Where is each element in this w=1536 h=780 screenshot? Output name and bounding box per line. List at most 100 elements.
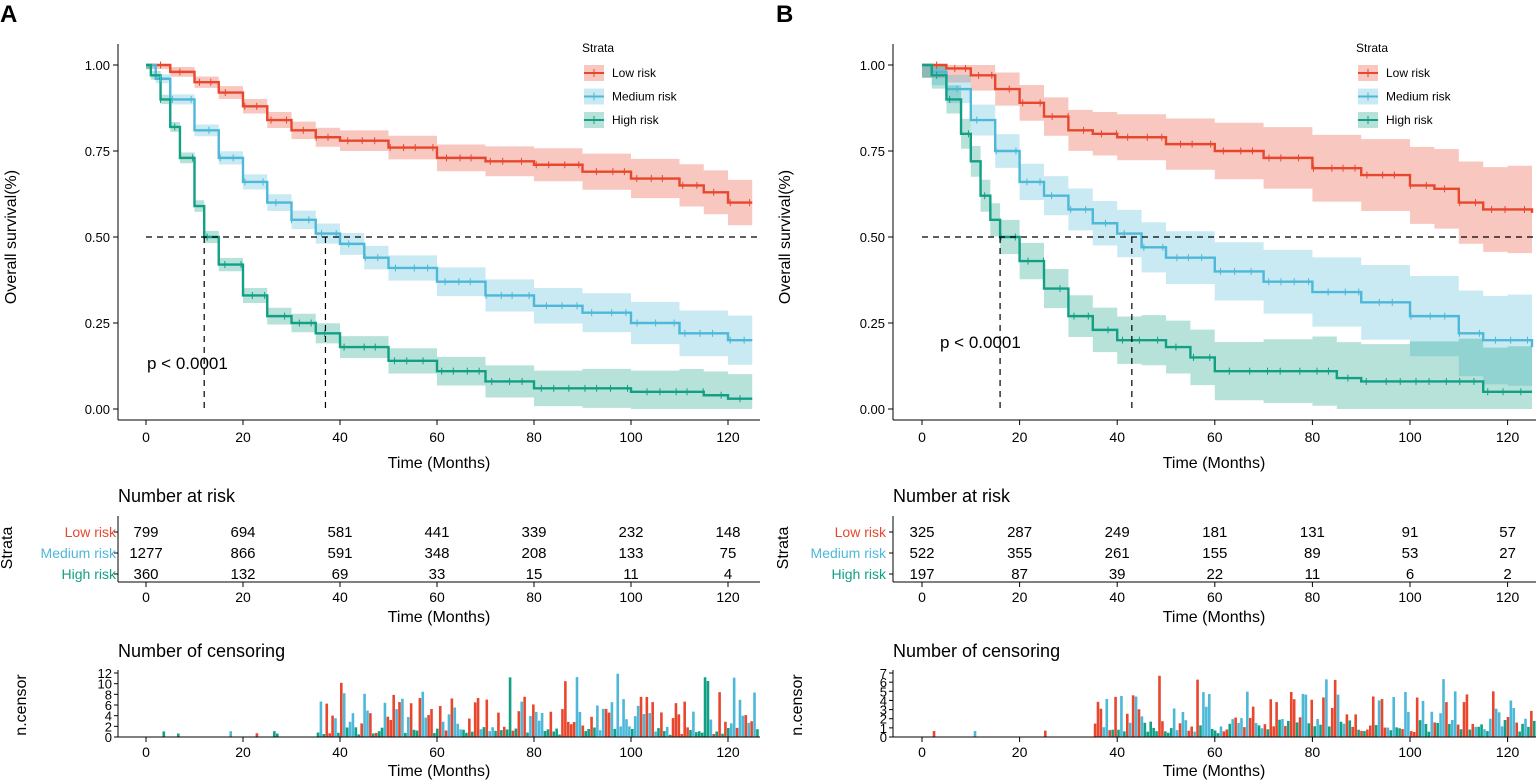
x-tick-label: 100 bbox=[1398, 589, 1422, 605]
x-tick-label: 20 bbox=[235, 429, 251, 445]
censoring-bar-high bbox=[1480, 724, 1483, 737]
risk-cell: 197 bbox=[909, 566, 934, 583]
x-tick-label: 60 bbox=[429, 744, 445, 760]
risk-group-label-high: High risk bbox=[62, 566, 117, 582]
censoring-bar-high bbox=[1418, 720, 1422, 737]
x-tick-label: 80 bbox=[526, 589, 542, 605]
censoring-bar-low bbox=[1263, 724, 1267, 737]
censoring-bar-high bbox=[1213, 730, 1217, 737]
censoring-bar-high bbox=[494, 730, 497, 737]
censoring-bar-low bbox=[1383, 727, 1387, 737]
censoring-bar-high bbox=[1155, 731, 1158, 737]
censoring-bar-low bbox=[1158, 675, 1161, 737]
censoring-bar-medium bbox=[1140, 716, 1144, 737]
censoring-bar-medium bbox=[1483, 729, 1486, 737]
y-tick-label: 0 bbox=[105, 730, 112, 745]
y-axis-label: Overall survival(%) bbox=[3, 170, 20, 304]
x-ticks: 0 20 40 60 80 100 120 bbox=[918, 737, 1519, 760]
censoring-bar-low bbox=[523, 696, 526, 737]
censor-ticks bbox=[160, 61, 751, 403]
censoring-bar-low bbox=[473, 702, 477, 737]
risk-table-y-label: Strata bbox=[775, 527, 792, 570]
y-tick-label: 6 bbox=[105, 698, 112, 713]
risk-cell: 6 bbox=[1406, 566, 1414, 583]
panel-label-a: A bbox=[0, 1, 17, 28]
censoring-bar-medium bbox=[348, 721, 352, 737]
censoring-bar-high bbox=[697, 731, 701, 737]
risk-cell: 89 bbox=[1304, 545, 1321, 562]
risk-cell: 261 bbox=[1105, 545, 1130, 562]
censoring-bar-medium bbox=[1202, 692, 1205, 737]
x-tick-label: 40 bbox=[1109, 429, 1125, 445]
legend-label-medium: Medium risk bbox=[1386, 90, 1452, 104]
censoring-bar-high bbox=[1424, 724, 1428, 737]
censoring-bar-medium bbox=[366, 710, 369, 737]
censoring-bar-low bbox=[369, 713, 372, 737]
censoring-bar-high bbox=[412, 729, 416, 737]
censoring-bar-high bbox=[631, 728, 634, 737]
risk-cell: 866 bbox=[230, 545, 255, 562]
censoring-bar-high bbox=[465, 732, 468, 737]
censoring-bar-high bbox=[1348, 720, 1352, 737]
x-tick-label: 120 bbox=[1496, 744, 1520, 760]
risk-cell: 694 bbox=[230, 524, 255, 541]
censoring-bar-medium bbox=[1386, 727, 1390, 737]
censoring-bar-high bbox=[1164, 731, 1167, 737]
censoring-bar-low bbox=[1131, 695, 1135, 737]
censoring-bar-high bbox=[1152, 727, 1155, 737]
censoring-bar-high bbox=[715, 731, 718, 737]
censoring-bar-medium bbox=[479, 729, 483, 737]
censoring-bar-low bbox=[671, 718, 675, 737]
censoring-bar-medium bbox=[753, 692, 756, 737]
censoring-bar-high bbox=[345, 727, 349, 737]
censoring-bar-medium bbox=[1497, 712, 1501, 737]
survival-curve-high bbox=[922, 63, 1532, 393]
y-tick-label: 0.00 bbox=[860, 402, 885, 417]
censoring-bar-low bbox=[1225, 729, 1229, 737]
censoring-bar-high bbox=[1210, 728, 1214, 737]
censoring-bar-high bbox=[1395, 727, 1398, 737]
censoring-bar-low bbox=[450, 698, 454, 737]
p-value: p < 0.0001 bbox=[940, 333, 1021, 352]
censoring-bar-high bbox=[613, 728, 617, 737]
censoring-bar-low bbox=[1471, 723, 1475, 737]
censoring-bar-high bbox=[462, 729, 465, 737]
censoring-bar-medium bbox=[421, 691, 425, 737]
censoring-bar-high bbox=[689, 729, 692, 737]
censoring-bar-low bbox=[660, 712, 663, 737]
censoring-bar-medium bbox=[1281, 719, 1284, 737]
censoring-bar-low bbox=[1351, 726, 1355, 737]
legend-title: Strata bbox=[582, 41, 614, 55]
censoring-title: Number of censoring bbox=[893, 641, 1060, 661]
risk-cell: 325 bbox=[909, 524, 934, 541]
censoring-bar-medium bbox=[488, 731, 492, 737]
censoring-bar-low bbox=[572, 721, 576, 737]
censoring-bar-medium bbox=[1237, 722, 1240, 737]
censoring-bar-medium bbox=[1450, 719, 1454, 737]
censoring-bar-medium bbox=[529, 716, 532, 737]
risk-cell: 132 bbox=[230, 566, 255, 583]
y-tick-label: 3 bbox=[880, 703, 887, 718]
censoring-bar-medium bbox=[1246, 691, 1249, 737]
risk-cell: 799 bbox=[133, 524, 158, 541]
censoring-bar-high bbox=[1374, 725, 1378, 737]
censoring-bar-medium bbox=[636, 705, 640, 737]
censoring-bar-low bbox=[604, 708, 608, 737]
x-tick-label: 80 bbox=[526, 429, 542, 445]
y-tick-label: 0.00 bbox=[85, 402, 110, 417]
censoring-bar-low bbox=[255, 733, 259, 737]
censoring-bar-medium bbox=[1172, 708, 1176, 737]
risk-cell: 232 bbox=[618, 524, 643, 541]
censoring-bar-medium bbox=[1301, 693, 1305, 737]
censoring-bar-high bbox=[1339, 721, 1343, 737]
censoring-bar-medium bbox=[1193, 731, 1196, 737]
x-ticks: 0 20 40 60 80 100 120 bbox=[142, 737, 740, 760]
censoring-bar-medium bbox=[1134, 696, 1138, 737]
censoring-bar-high bbox=[543, 730, 547, 737]
risk-cell: 208 bbox=[521, 545, 546, 562]
censoring-bar-medium bbox=[1254, 722, 1258, 737]
censoring-bar-medium bbox=[747, 722, 750, 737]
censoring-bar-high bbox=[1468, 729, 1472, 737]
x-ticks: 0 20 40 60 80 100 120 bbox=[918, 420, 1519, 445]
